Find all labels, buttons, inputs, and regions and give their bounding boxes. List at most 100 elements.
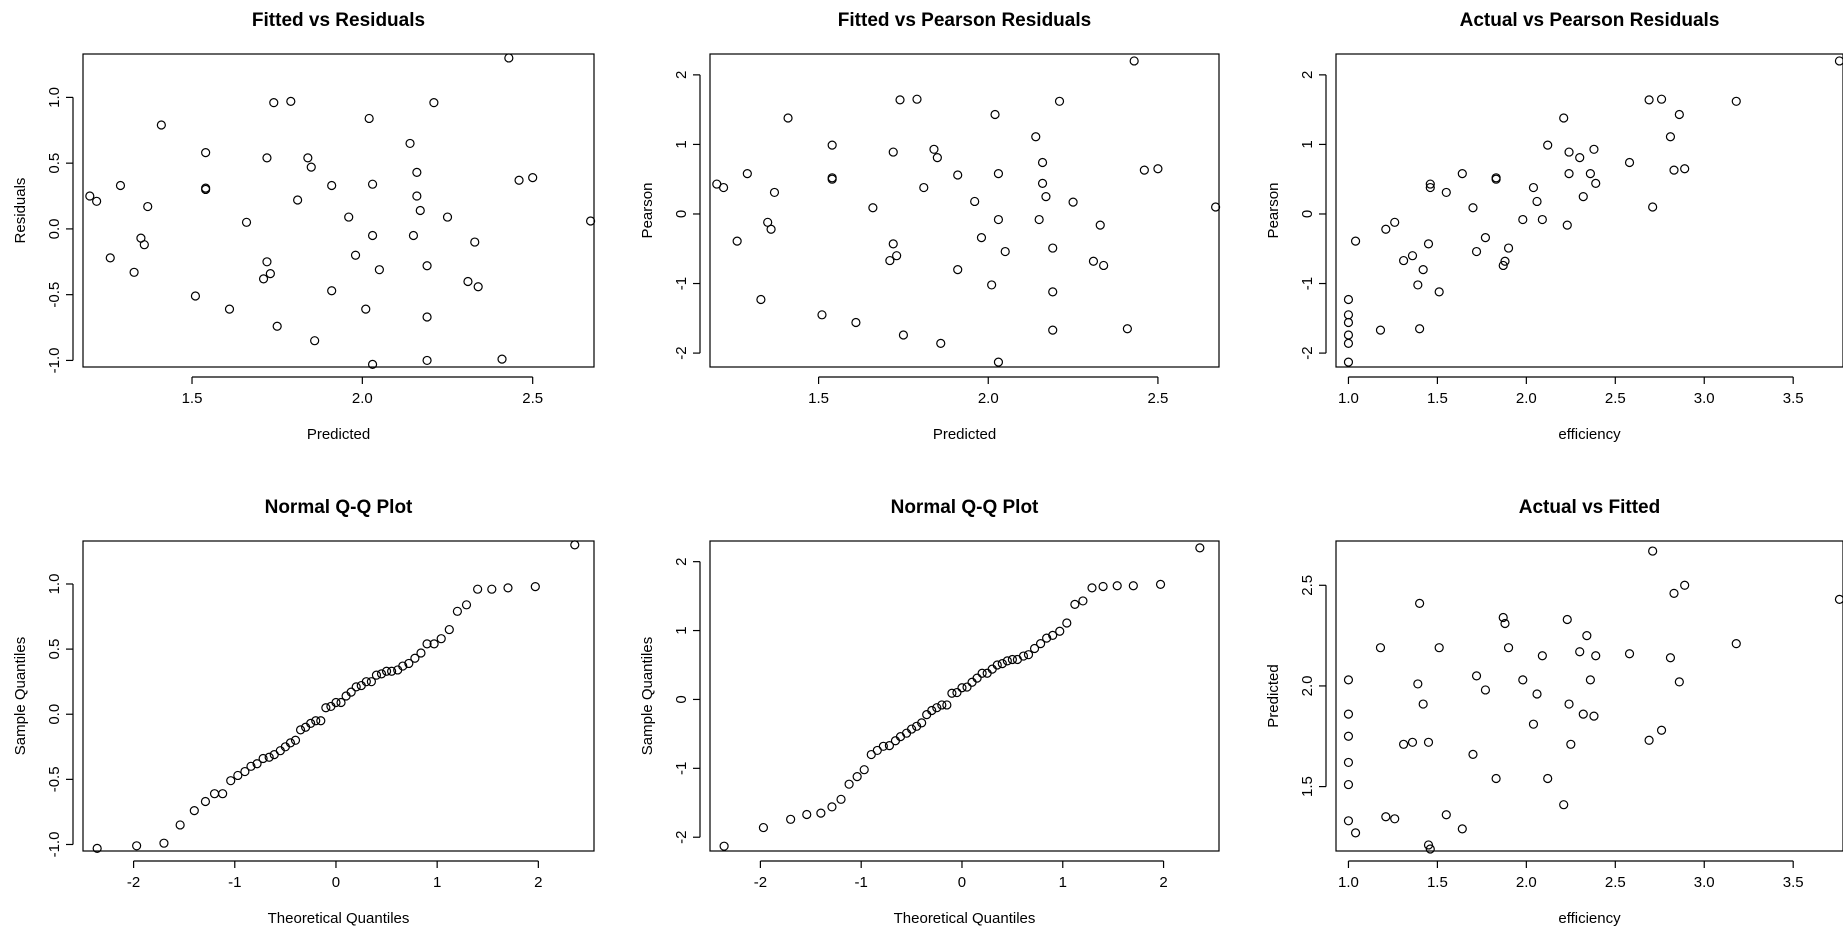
actual-vs-fitted-point: [1343, 675, 1354, 685]
actual-vs-fitted-point: [1589, 711, 1599, 721]
qq-residuals-point: [530, 581, 540, 592]
qq-pearson-point: [972, 673, 982, 683]
fitted-vs-residuals-point: [497, 354, 507, 364]
qq-pearson-point: [859, 765, 869, 775]
fitted-vs-residuals-point: [293, 195, 303, 205]
fitted-vs-pearson-point: [1034, 214, 1044, 225]
actual-vs-fitted-point: [1648, 546, 1658, 556]
fitted-vs-pearson-point: [912, 94, 922, 104]
qq-pearson-point: [827, 802, 837, 812]
fitted-vs-residuals-point: [92, 196, 102, 206]
qq-pearson-point: [1012, 654, 1023, 665]
fitted-vs-residuals-point: [463, 276, 473, 287]
fitted-vs-residuals-point: [201, 148, 211, 158]
qq-pearson-x-tick-label: 0: [958, 874, 966, 891]
actual-vs-fitted-point: [1834, 594, 1843, 604]
qq-residuals-y-tick-label: 0.0: [46, 704, 63, 725]
qq-residuals-point: [200, 796, 211, 807]
actual-vs-fitted-point: [1578, 709, 1588, 719]
fitted-vs-pearson-point: [1129, 56, 1139, 66]
qq-residuals-point: [336, 697, 346, 708]
fitted-vs-residuals-y-tick-label: -1.0: [46, 347, 63, 373]
actual-vs-pearson-y-tick-label: 1: [1299, 140, 1316, 148]
qq-residuals-point: [376, 669, 387, 679]
actual-vs-pearson-point: [1375, 325, 1386, 335]
qq-residuals-point: [473, 584, 483, 594]
qq-pearson-point: [987, 664, 997, 674]
fitted-vs-residuals-point: [272, 321, 282, 331]
actual-vs-fitted-point: [1468, 749, 1478, 759]
actual-vs-fitted-panel: Actual vs Fitted 1.0 1.5 2.0 2.5 3.0 3.5 effici…: [1265, 497, 1843, 927]
actual-vs-pearson-point: [1480, 233, 1491, 243]
actual-vs-pearson-point: [1343, 357, 1354, 367]
qq-residuals-point: [175, 820, 185, 830]
qq-pearson-point: [895, 732, 906, 742]
fitted-vs-pearson-title: Fitted vs Pearson Residuals: [838, 10, 1091, 31]
actual-vs-fitted-point: [1656, 725, 1667, 735]
qq-pearson-point: [992, 660, 1002, 670]
actual-vs-pearson-point: [1644, 95, 1654, 105]
actual-vs-fitted-x-tick-label: 2.5: [1605, 874, 1626, 891]
actual-vs-pearson-point: [1731, 96, 1741, 106]
actual-vs-pearson-point: [1491, 173, 1501, 183]
fitted-vs-residuals-point: [405, 138, 415, 149]
actual-vs-fitted-point: [1624, 649, 1635, 659]
actual-vs-fitted-point: [1457, 824, 1467, 834]
qq-residuals-y-tick-label: -1.0: [46, 832, 63, 858]
actual-vs-fitted-point: [1562, 614, 1572, 625]
actual-vs-fitted-point: [1343, 779, 1354, 790]
fitted-vs-pearson-x-tick-label: 2.5: [1147, 390, 1168, 407]
qq-pearson-y-tick-label: 2: [673, 557, 690, 565]
qq-pearson-y-tick-label: 0: [673, 695, 690, 703]
fitted-vs-residuals-point: [412, 191, 422, 201]
fitted-vs-residuals-point: [201, 184, 211, 195]
qq-pearson-point: [852, 771, 862, 782]
fitted-vs-pearson-x-axis-label: Predicted: [933, 426, 996, 443]
actual-vs-fitted-x-tick-label: 3.5: [1783, 874, 1804, 891]
qq-pearson-point: [1062, 618, 1072, 628]
qq-pearson-y-tick-label: -1: [673, 762, 690, 775]
fitted-vs-residuals-point: [224, 304, 235, 314]
fitted-vs-pearson-x-tick-label: 2.0: [978, 390, 999, 407]
actual-vs-fitted-point: [1518, 675, 1528, 685]
qq-pearson-point: [957, 683, 967, 693]
fitted-vs-pearson-point: [783, 113, 793, 123]
actual-vs-fitted-point: [1559, 800, 1569, 810]
fitted-vs-pearson-point: [888, 239, 898, 249]
fitted-vs-residuals-x-tick-label: 1.5: [182, 390, 203, 407]
fitted-vs-residuals-point: [327, 286, 337, 296]
actual-vs-pearson-y-tick-label: -1: [1299, 277, 1316, 290]
fitted-vs-pearson-point: [929, 144, 939, 154]
fitted-vs-residuals-point: [143, 201, 153, 212]
qq-pearson-point: [1078, 596, 1088, 606]
actual-vs-pearson-x-tick-label: 2.0: [1516, 390, 1537, 407]
qq-pearson-point: [1195, 543, 1205, 553]
actual-vs-pearson-point: [1575, 153, 1585, 163]
qq-residuals-y-axis-label: Sample Quantiles: [12, 637, 29, 755]
actual-vs-pearson-point: [1624, 157, 1635, 168]
actual-vs-fitted-point: [1731, 639, 1741, 649]
actual-vs-pearson-point: [1343, 317, 1354, 328]
qq-residuals-point: [351, 682, 361, 692]
fitted-vs-pearson-point: [1122, 324, 1132, 334]
qq-pearson-point: [1070, 599, 1080, 609]
actual-vs-fitted-point: [1582, 631, 1592, 641]
actual-vs-fitted-y-tick-label: 2.0: [1299, 676, 1316, 697]
qq-pearson-x-tick-label: 1: [1059, 874, 1067, 891]
actual-vs-pearson-point: [1343, 310, 1354, 320]
actual-vs-fitted-y-tick-label: 2.5: [1299, 575, 1316, 596]
actual-vs-pearson-point: [1591, 178, 1601, 188]
fitted-vs-pearson-point: [1095, 220, 1105, 230]
actual-vs-pearson-point: [1528, 182, 1539, 193]
qq-pearson-point: [917, 718, 927, 728]
qq-pearson-point: [982, 668, 992, 678]
qq-pearson-y-tick-label: 1: [673, 626, 690, 634]
qq-pearson-point: [906, 724, 917, 734]
fitted-vs-pearson-point: [766, 224, 776, 234]
qq-residuals-point: [331, 697, 341, 708]
qq-pearson-point: [1018, 651, 1029, 661]
qq-residuals-point: [252, 759, 262, 769]
actual-vs-pearson-point: [1398, 255, 1409, 266]
qq-residuals-point: [487, 584, 497, 594]
fitted-vs-pearson-y-tick-label: -2: [673, 346, 690, 359]
